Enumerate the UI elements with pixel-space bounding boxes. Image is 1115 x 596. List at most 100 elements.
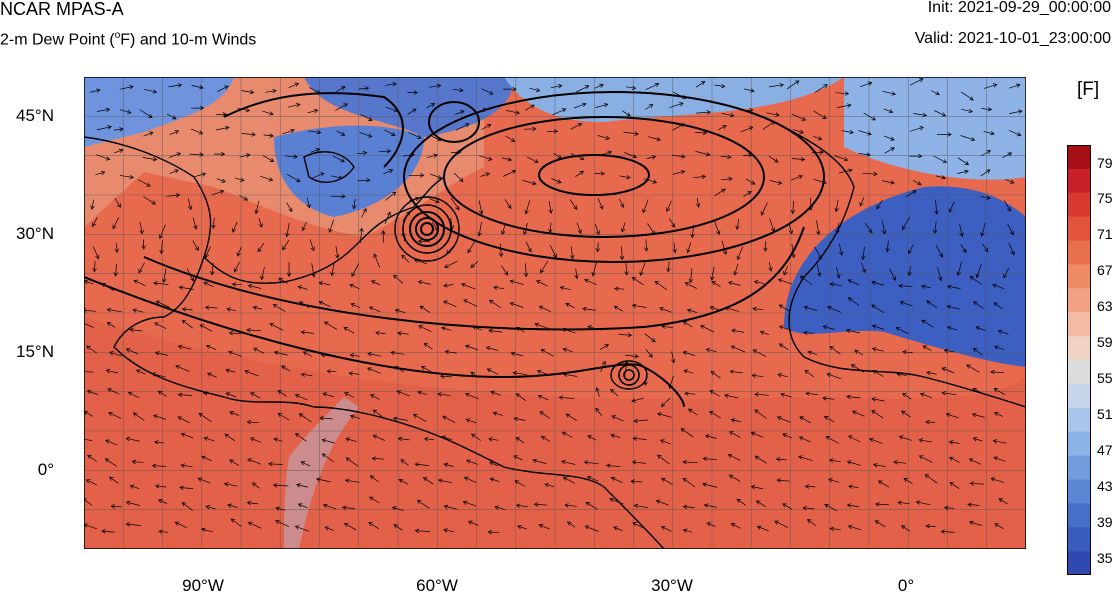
wind-arrow (613, 286, 625, 291)
wind-arrow (151, 372, 166, 378)
wind-arrow (359, 227, 364, 244)
wind-arrow (239, 153, 251, 158)
wind-arrow (113, 263, 118, 277)
wind-arrow (559, 285, 571, 291)
wind-arrow (695, 130, 708, 136)
wind-arrow (489, 299, 502, 309)
wind-arrow (600, 360, 606, 373)
wind-arrow (478, 155, 493, 161)
wind-arrow (639, 262, 646, 276)
wind-arrow (139, 109, 153, 119)
wind-arrow (826, 372, 842, 380)
wind-arrow (882, 180, 895, 185)
wind-arrow (393, 274, 404, 284)
wind-arrow (540, 435, 551, 442)
wind-arrow (169, 130, 180, 135)
wind-arrow (584, 278, 597, 286)
wind-arrow (957, 169, 969, 174)
wind-arrow (86, 345, 97, 354)
wind-arrow (450, 149, 462, 155)
wind-arrow (375, 330, 386, 336)
wind-arrow (101, 529, 115, 534)
wind-arrow (993, 302, 1003, 310)
wind-arrow (925, 370, 937, 376)
wind-arrow (594, 83, 604, 89)
wind-arrow (993, 388, 1006, 396)
wind-arrow (659, 439, 671, 445)
wind-arrow (897, 500, 910, 505)
wind-arrow (298, 301, 310, 308)
wind-arrow (960, 91, 974, 101)
wind-arrow (108, 476, 119, 484)
wind-arrow (561, 327, 576, 334)
wind-arrow (907, 266, 912, 277)
wind-arrow (129, 484, 140, 490)
wind-arrow (532, 458, 547, 464)
wind-arrow (125, 522, 141, 527)
contour-trough (84, 276, 685, 408)
wind-arrow (539, 411, 551, 419)
wind-arrow (534, 322, 549, 329)
wind-arrow (125, 500, 140, 506)
wind-arrow (624, 360, 629, 376)
wind-arrow (84, 369, 94, 374)
wind-arrow (613, 526, 623, 532)
wind-arrow (120, 174, 135, 180)
wind-arrow (310, 172, 325, 180)
wind-arrow (828, 478, 840, 483)
wind-arrow (465, 392, 479, 400)
wind-arrow (510, 351, 524, 357)
wind-arrow (854, 349, 864, 356)
wind-arrow (682, 477, 696, 488)
wind-arrow (695, 151, 711, 157)
wind-arrow (357, 150, 368, 156)
wind-arrow (1005, 179, 1015, 184)
wind-arrow (803, 305, 818, 311)
wind-arrow (154, 484, 167, 489)
wind-arrow (114, 148, 124, 154)
wind-arrow (871, 347, 884, 352)
wind-arrow (429, 83, 442, 89)
wind-arrow (940, 529, 955, 534)
wind-arrow (272, 304, 286, 312)
wind-arrow (597, 135, 611, 140)
wind-arrow (335, 245, 340, 259)
wind-arrow (470, 261, 479, 268)
wind-arrow (971, 412, 985, 418)
wind-arrow (753, 279, 765, 285)
wind-arrow (846, 503, 860, 508)
wind-arrow (397, 331, 409, 336)
wind-arrow (204, 246, 211, 259)
wind-arrow (108, 351, 122, 357)
wind-arrow (203, 436, 215, 442)
wind-arrow (548, 222, 553, 234)
wind-arrow (300, 461, 311, 467)
wind-arrow (302, 351, 312, 357)
wind-arrow (967, 502, 980, 507)
wind-arrow (909, 126, 924, 132)
wind-arrow (836, 267, 841, 279)
colorbar-swatch (1067, 360, 1091, 385)
wind-arrow (1002, 152, 1013, 159)
wind-arrow (754, 392, 770, 397)
wind-arrow (414, 528, 430, 534)
wind-arrow (920, 284, 931, 289)
wind-arrow (461, 283, 476, 290)
wind-arrow (686, 242, 692, 254)
wind-arrow (318, 300, 331, 308)
wind-arrow (372, 409, 383, 417)
wind-arrow (619, 175, 631, 180)
wind-arrow (357, 178, 371, 183)
wind-arrow (84, 437, 93, 442)
colorbar-swatch (1067, 527, 1091, 552)
wind-arrow (101, 282, 115, 292)
wind-arrow (990, 369, 1005, 375)
wind-arrow (428, 198, 440, 204)
wind-arrow (161, 268, 167, 284)
wind-arrow (647, 223, 656, 236)
wind-arrow (307, 108, 319, 114)
wind-arrow (437, 392, 451, 397)
wind-arrow (321, 438, 335, 444)
wind-arrow (409, 196, 420, 202)
wind-arrow (417, 390, 428, 395)
